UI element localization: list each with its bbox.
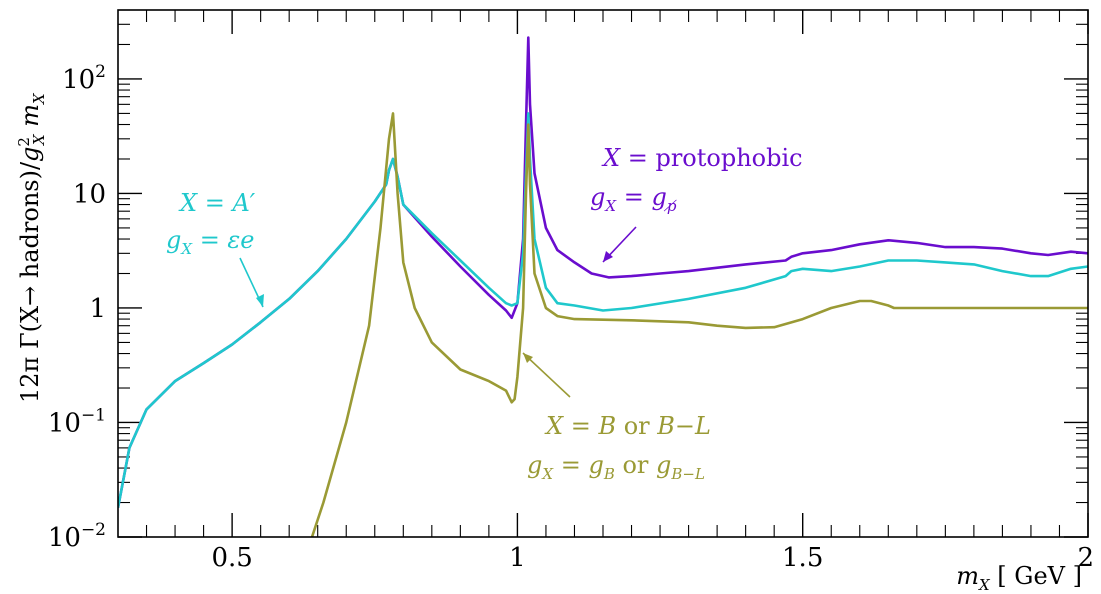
protophobic-line2-sub: X xyxy=(604,197,617,215)
bl-line2-rhs-sub: B xyxy=(603,465,615,483)
x-axis-unit: [ GeV ] xyxy=(990,562,1082,590)
y-tick-label: 1 xyxy=(89,294,106,324)
y-tick-label: 10−2 xyxy=(48,520,106,553)
aprime-arrow-head xyxy=(256,294,264,307)
plot-frame xyxy=(117,9,1089,538)
series-line-2 xyxy=(118,112,1088,509)
aprime-line2-var: g xyxy=(166,226,181,254)
x-axis-title: mX [ GeV ] xyxy=(956,562,1082,594)
x-tick-label: 1 xyxy=(509,543,526,573)
bl-line2-or: or xyxy=(615,451,656,479)
bl-line1-a: X = B xyxy=(544,412,616,440)
protophobic-line1-var: X xyxy=(601,144,621,172)
y-tick-label: 10−1 xyxy=(48,405,106,438)
protophobic-line2-rhs: g xyxy=(651,183,666,211)
bl-line2-eq: = xyxy=(553,451,588,479)
protophobic-arrow-head xyxy=(603,251,613,262)
annotation-aprime-line1: X = A′ xyxy=(178,189,256,217)
y-axis-g-sup: 2 xyxy=(15,137,33,147)
y-tick-labels: 10−2 10−1 1 10 102 xyxy=(48,62,106,553)
bl-line2-rhs2: g xyxy=(656,451,671,479)
bl-line2-sub: X xyxy=(541,465,554,483)
aprime-line2-sub: X xyxy=(180,240,193,258)
annotation-protophobic-line1: X = protophobic xyxy=(601,144,803,172)
annotation-protophobic-line2: gX = gp̸ xyxy=(590,183,677,215)
annotation-bl-line1: X = B or B−L xyxy=(544,412,711,440)
protophobic-line2-var: g xyxy=(590,183,605,211)
y-axis-g-sub: X xyxy=(30,133,48,146)
y-axis-title: 12π Γ(X→ hadrons)/g2X mX xyxy=(15,92,48,403)
protophobic-line2-eq: = xyxy=(616,183,651,211)
y-axis-g: g xyxy=(16,147,44,162)
y-axis-m: m xyxy=(16,104,44,134)
y-tick-label: 102 xyxy=(62,62,106,95)
annotation-bl-line2: gX = gB or gB−L xyxy=(527,451,705,483)
annotation-arrows xyxy=(239,226,637,398)
annotation-aprime-line2: gX = εe xyxy=(166,226,255,258)
x-tick-label: 1.5 xyxy=(782,543,823,573)
x-tick-label: 2 xyxy=(1077,543,1094,573)
y-axis-m-sub: X xyxy=(30,92,48,105)
bl-line1-b: B−L xyxy=(656,412,711,440)
bl-line2-var: g xyxy=(527,451,542,479)
x-axis-sub: X xyxy=(978,576,991,594)
x-tick-label: 0.5 xyxy=(211,543,252,573)
bl-arrow-line xyxy=(522,352,571,398)
protophobic-line1-rest: = protophobic xyxy=(620,144,803,172)
bl-line1-or: or xyxy=(616,412,657,440)
bl-line2-rhs2-sub: B−L xyxy=(670,465,705,483)
series-layer xyxy=(118,36,1088,537)
x-tick-labels: 0.5 1 1.5 2 xyxy=(211,543,1094,573)
y-axis-a: 12π Γ(X→ hadrons)/ xyxy=(16,161,44,403)
aprime-line2-rhs: = εe xyxy=(192,226,254,254)
series-line-3 xyxy=(310,112,1088,537)
x-axis-var: m xyxy=(956,562,979,590)
protophobic-line2-rhs-sub: p̸ xyxy=(663,197,677,215)
bl-line2-rhs: g xyxy=(588,451,603,479)
bl-arrow-head xyxy=(523,353,533,363)
y-tick-label: 10 xyxy=(73,179,106,209)
